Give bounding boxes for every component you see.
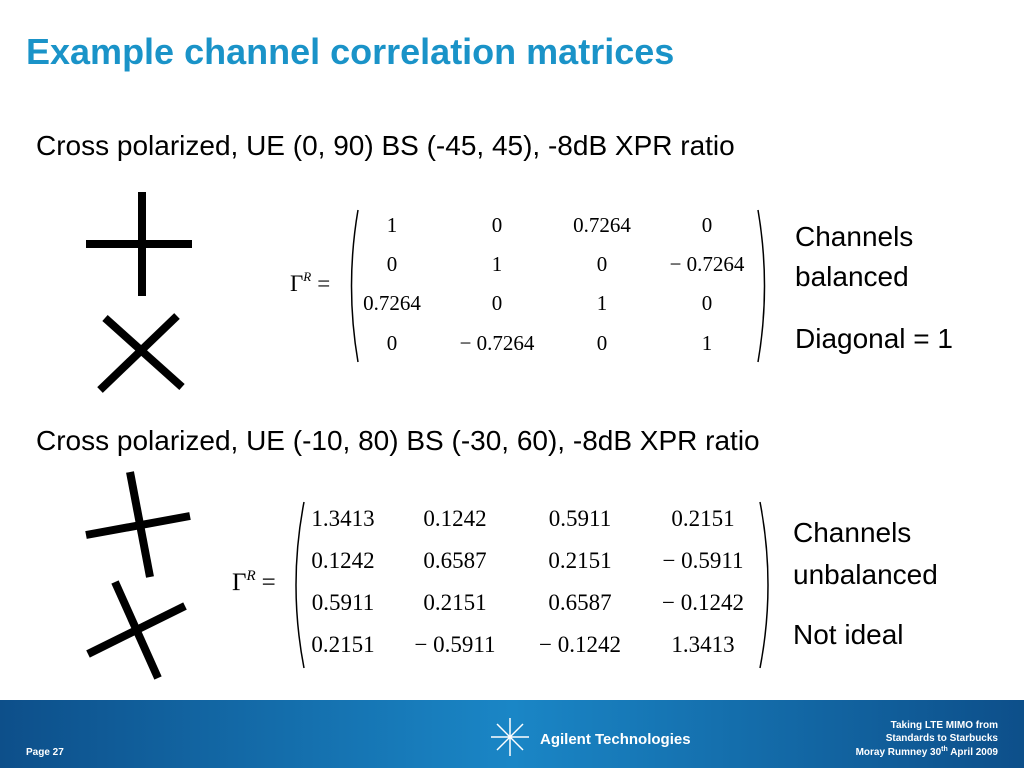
author-date: Moray Rumney 30th April 2009 bbox=[856, 746, 999, 758]
matrix-label: ΓR = bbox=[232, 568, 276, 596]
matrix-cell: 0.1242 bbox=[423, 506, 486, 531]
matrix-cell: 1.3413 bbox=[671, 632, 734, 657]
note: unbalanced bbox=[793, 559, 938, 590]
date: April 2009 bbox=[948, 747, 999, 758]
matrix-cell: 0.2151 bbox=[548, 548, 611, 573]
matrix-cell: 0.7264 bbox=[363, 291, 421, 315]
caption: Taking LTE MIMO from bbox=[891, 720, 999, 731]
equals: = bbox=[262, 569, 276, 596]
author: Moray Rumney 30 bbox=[856, 747, 942, 758]
matrix-cell: 0 bbox=[597, 331, 608, 355]
matrix-cell: 0.6587 bbox=[548, 590, 611, 615]
gamma: Γ bbox=[232, 569, 246, 596]
matrix-cell: 0.5911 bbox=[312, 590, 374, 615]
matrix-cell: 0.5911 bbox=[549, 506, 611, 531]
matrix-cell: 1.3413 bbox=[311, 506, 374, 531]
matrix-cell: 0 bbox=[702, 213, 713, 237]
matrix-cell: 0 bbox=[387, 252, 398, 276]
matrix-cell: − 0.7264 bbox=[460, 331, 535, 355]
matrix-cell: 1 bbox=[387, 213, 398, 237]
note: Channels bbox=[795, 221, 913, 252]
matrix-cell: 0.6587 bbox=[423, 548, 486, 573]
matrix-cell: 0 bbox=[492, 291, 503, 315]
matrix-cell: − 0.1242 bbox=[662, 590, 744, 615]
heading: Cross polarized, UE (0, 90) BS (-45, 45)… bbox=[36, 130, 735, 161]
matrix-cell: 0 bbox=[597, 252, 608, 276]
matrix-cell: 0.2151 bbox=[311, 632, 374, 657]
note: balanced bbox=[795, 261, 909, 292]
agilent-logo bbox=[491, 718, 529, 756]
brand: Agilent Technologies bbox=[540, 731, 691, 748]
matrix-cell: 1 bbox=[492, 252, 503, 276]
matrix-cell: − 0.1242 bbox=[539, 632, 621, 657]
caption: Standards to Starbucks bbox=[886, 733, 999, 744]
matrix-cell: − 0.5911 bbox=[662, 548, 743, 573]
antenna-icons bbox=[85, 192, 192, 680]
note: Channels bbox=[793, 517, 911, 548]
matrix-cell: 0 bbox=[492, 213, 503, 237]
matrix-cell: 1 bbox=[597, 291, 608, 315]
matrix-cell: 0 bbox=[387, 331, 398, 355]
note: Not ideal bbox=[793, 619, 904, 650]
matrix-cell: − 0.5911 bbox=[414, 632, 495, 657]
heading: Cross polarized, UE (-10, 80) BS (-30, 6… bbox=[36, 425, 760, 456]
matrix-label: ΓR = bbox=[290, 269, 330, 296]
matrix-cell: 0 bbox=[702, 291, 713, 315]
matrix-brackets bbox=[295, 209, 769, 669]
matrix-cell: 0.7264 bbox=[573, 213, 631, 237]
superscript: R bbox=[245, 568, 255, 584]
matrix-cell: − 0.7264 bbox=[670, 252, 745, 276]
page-number: Page 27 bbox=[26, 747, 64, 758]
note: Diagonal = 1 bbox=[795, 323, 953, 354]
author-sup: th bbox=[941, 746, 948, 753]
matrix-cell: 0.2151 bbox=[671, 506, 734, 531]
equals: = bbox=[317, 271, 330, 296]
matrix-cell: 0.1242 bbox=[311, 548, 374, 573]
gamma: Γ bbox=[290, 271, 303, 296]
matrix-cell: 1 bbox=[702, 331, 713, 355]
matrix-cell: 0.2151 bbox=[423, 590, 486, 615]
title: Example channel correlation matrices bbox=[26, 31, 674, 72]
superscript: R bbox=[302, 269, 311, 284]
